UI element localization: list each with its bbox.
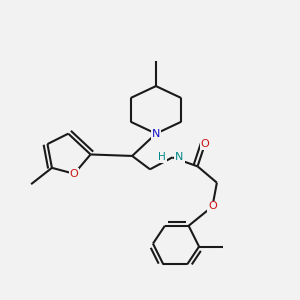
Text: O: O (70, 169, 79, 179)
Text: O: O (201, 139, 209, 149)
Text: N: N (152, 129, 160, 139)
Text: H: H (158, 152, 166, 162)
Text: O: O (208, 202, 217, 212)
Text: N: N (175, 152, 184, 162)
